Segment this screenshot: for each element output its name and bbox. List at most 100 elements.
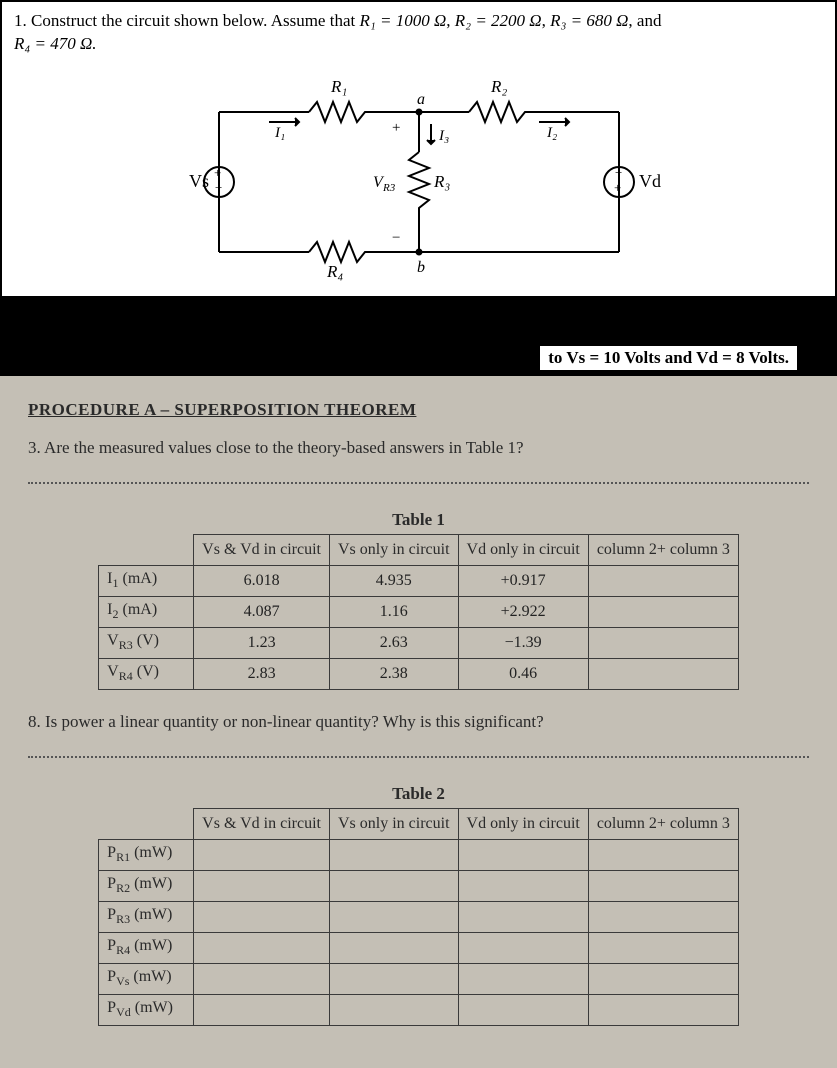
cell xyxy=(194,901,330,932)
question-3: 3. Are the measured values close to the … xyxy=(28,438,809,458)
redacted-band: to Vs = 10 Volts and Vd = 8 Volts. xyxy=(0,296,837,376)
cell xyxy=(329,994,458,1025)
table1-title: Table 1 xyxy=(28,510,809,530)
cell xyxy=(588,839,738,870)
table-row: I2 (mA)4.0871.16+2.922 xyxy=(99,596,739,627)
cell xyxy=(194,963,330,994)
cell xyxy=(194,932,330,963)
node-b: b xyxy=(417,259,425,276)
cell: 2.63 xyxy=(329,627,458,658)
r2-val: R₂ = 2200 Ω xyxy=(455,11,542,30)
cell xyxy=(588,658,738,689)
svg-text:+: + xyxy=(614,180,621,195)
cell xyxy=(588,932,738,963)
row-label: PVs (mW) xyxy=(99,963,194,994)
cell: 6.018 xyxy=(194,565,330,596)
cell xyxy=(458,839,588,870)
t1-h2: Vs only in circuit xyxy=(329,534,458,565)
svg-text:+: + xyxy=(392,120,400,136)
table-row: PR1 (mW) xyxy=(99,839,739,870)
table-1: Vs & Vd in circuit Vs only in circuit Vd… xyxy=(98,534,739,690)
cell xyxy=(329,963,458,994)
cell xyxy=(329,839,458,870)
r1-val: R₁ = 1000 Ω xyxy=(359,11,446,30)
svg-text:−: − xyxy=(392,230,400,246)
row-label: PR2 (mW) xyxy=(99,870,194,901)
cell xyxy=(588,901,738,932)
i1-label: I₁ xyxy=(274,125,285,141)
t1-h4: column 2+ column 3 xyxy=(588,534,738,565)
cell: 2.38 xyxy=(329,658,458,689)
table-row: VR4 (V)2.832.380.46 xyxy=(99,658,739,689)
and-text: , and xyxy=(628,11,661,30)
cell: 4.087 xyxy=(194,596,330,627)
row-label: I1 (mA) xyxy=(99,565,194,596)
cell xyxy=(458,870,588,901)
table-row: PR3 (mW) xyxy=(99,901,739,932)
cell xyxy=(588,596,738,627)
table-row: PVs (mW) xyxy=(99,963,739,994)
cell: 0.46 xyxy=(458,658,588,689)
problem-text: 1. Construct the circuit shown below. As… xyxy=(14,10,823,56)
vd-label: Vd xyxy=(639,171,661,191)
table-row: PVd (mW) xyxy=(99,994,739,1025)
answer-line-2 xyxy=(28,746,809,758)
i2-label: I₂ xyxy=(546,125,557,141)
cell xyxy=(458,901,588,932)
i3-label: I₃ xyxy=(438,128,449,144)
cell: 4.935 xyxy=(329,565,458,596)
r3-val: R₃ = 680 Ω xyxy=(550,11,628,30)
problem-prefix: 1. Construct the circuit shown below. As… xyxy=(14,11,359,30)
row-label: I2 (mA) xyxy=(99,596,194,627)
r1-label: R₁ xyxy=(330,77,347,96)
svg-text:+: + xyxy=(214,165,221,180)
cell xyxy=(194,870,330,901)
cell: +0.917 xyxy=(458,565,588,596)
cell xyxy=(458,932,588,963)
r2-label: R₂ xyxy=(490,77,507,96)
row-label: PR1 (mW) xyxy=(99,839,194,870)
table-row: VR3 (V)1.232.63−1.39 xyxy=(99,627,739,658)
table-2: Vs & Vd in circuit Vs only in circuit Vd… xyxy=(98,808,739,1026)
row-label: PR4 (mW) xyxy=(99,932,194,963)
t2-h1: Vs & Vd in circuit xyxy=(194,808,330,839)
cell: +2.922 xyxy=(458,596,588,627)
t2-h2: Vs only in circuit xyxy=(329,808,458,839)
cell xyxy=(194,994,330,1025)
cell: 2.83 xyxy=(194,658,330,689)
r3-label: R₃ xyxy=(433,172,450,191)
problem-section: 1. Construct the circuit shown below. As… xyxy=(0,0,837,296)
node-a: a xyxy=(417,91,425,108)
cell xyxy=(329,870,458,901)
t2-h3: Vd only in circuit xyxy=(458,808,588,839)
procedure-section: PROCEDURE A – SUPERPOSITION THEOREM 3. A… xyxy=(0,376,837,1068)
cell xyxy=(458,994,588,1025)
cell: 1.16 xyxy=(329,596,458,627)
question-8: 8. Is power a linear quantity or non-lin… xyxy=(28,712,809,732)
svg-text:R3: R3 xyxy=(382,182,396,194)
answer-line-1 xyxy=(28,472,809,484)
table-row: PR2 (mW) xyxy=(99,870,739,901)
cell xyxy=(329,901,458,932)
cell xyxy=(588,627,738,658)
cell xyxy=(194,839,330,870)
cell: −1.39 xyxy=(458,627,588,658)
r4-label: R₄ xyxy=(326,262,343,281)
t1-h3: Vd only in circuit xyxy=(458,534,588,565)
voltages-text: to Vs = 10 Volts and Vd = 8 Volts. xyxy=(540,346,797,370)
circuit-diagram: + − + − Vs Vd R₁ R₂ R₃ R₄ V R3 a b I₁ I₂… xyxy=(159,62,679,292)
cell xyxy=(588,870,738,901)
t1-h1: Vs & Vd in circuit xyxy=(194,534,330,565)
t2-h4: column 2+ column 3 xyxy=(588,808,738,839)
vs-label: Vs xyxy=(189,171,209,191)
cell xyxy=(588,994,738,1025)
row-label: PR3 (mW) xyxy=(99,901,194,932)
procedure-title: PROCEDURE A – SUPERPOSITION THEOREM xyxy=(28,400,809,420)
table-row: PR4 (mW) xyxy=(99,932,739,963)
cell: 1.23 xyxy=(194,627,330,658)
svg-text:−: − xyxy=(215,180,222,195)
r4-val: R₄ = 470 Ω. xyxy=(14,34,97,53)
cell xyxy=(329,932,458,963)
cell xyxy=(588,565,738,596)
svg-text:−: − xyxy=(615,165,622,180)
